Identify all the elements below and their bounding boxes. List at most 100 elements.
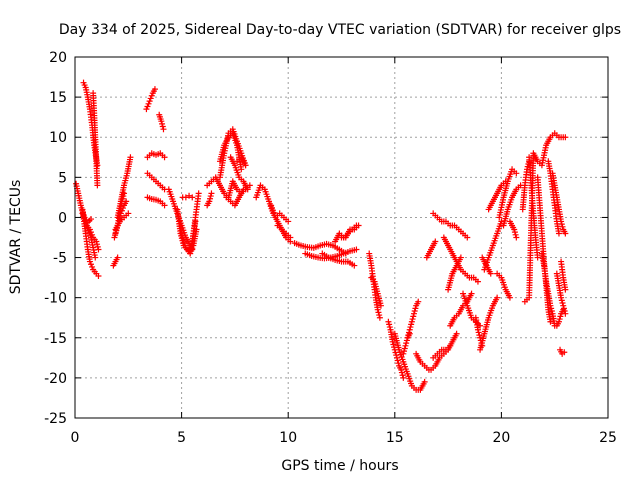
y-tick-label: 10 — [49, 130, 67, 146]
data-point — [464, 234, 471, 241]
data-point — [400, 374, 407, 381]
data-point — [559, 300, 566, 307]
data-point — [94, 241, 101, 248]
data-point — [395, 360, 402, 367]
data-point — [161, 154, 168, 161]
data-point — [87, 261, 94, 268]
data-point — [561, 349, 568, 356]
data-point — [158, 118, 165, 125]
x-tick-label: 20 — [492, 430, 510, 446]
x-tick-label: 5 — [177, 430, 186, 446]
data-point — [457, 254, 464, 261]
data-point — [287, 234, 294, 241]
y-tick-label: 20 — [49, 50, 67, 66]
data-point — [89, 263, 96, 270]
data-point — [151, 86, 158, 93]
data-point — [555, 318, 562, 325]
data-point — [376, 312, 383, 319]
data-point — [408, 318, 415, 325]
y-tick-label: -20 — [44, 371, 67, 387]
data-point — [415, 298, 422, 305]
data-point — [410, 313, 417, 320]
data-point — [562, 230, 569, 237]
data-point — [409, 316, 416, 323]
data-point — [240, 186, 247, 193]
data-point — [511, 229, 518, 236]
data-point — [374, 306, 381, 313]
data-point — [468, 290, 475, 297]
data-point — [408, 321, 415, 328]
data-point — [181, 239, 188, 246]
data-point — [94, 182, 101, 189]
data-point — [86, 258, 93, 265]
data-point — [180, 237, 187, 244]
data-point — [386, 321, 393, 328]
data-point — [389, 338, 396, 345]
data-point — [159, 120, 166, 127]
data-point — [487, 270, 494, 277]
data-point — [148, 92, 155, 99]
data-point — [398, 366, 405, 373]
data-point — [159, 123, 166, 130]
data-point — [560, 306, 567, 313]
data-point — [127, 154, 134, 161]
data-point — [118, 198, 125, 205]
data-point — [87, 216, 94, 223]
data-point — [476, 332, 483, 339]
data-point — [207, 193, 214, 200]
data-point — [548, 308, 555, 315]
data-point — [385, 318, 392, 325]
y-tick-label: 5 — [58, 170, 67, 186]
x-tick-label: 10 — [279, 430, 297, 446]
data-point — [558, 297, 565, 304]
data-point — [353, 246, 360, 253]
y-tick-label: -5 — [53, 251, 67, 267]
y-tick-label: -15 — [44, 331, 67, 347]
data-point — [494, 294, 501, 301]
data-point — [160, 126, 167, 133]
data-point — [393, 354, 400, 361]
data-point — [95, 273, 102, 280]
data-point — [182, 242, 189, 249]
data-point — [120, 193, 127, 200]
data-point — [179, 234, 186, 241]
data-point — [238, 166, 245, 173]
data-point — [206, 198, 213, 205]
data-point — [113, 227, 120, 234]
data-point — [390, 341, 397, 348]
data-point — [285, 218, 292, 225]
y-axis-ticks: -25 -20 -15 -10 -5 0 5 10 15 20 — [44, 50, 608, 427]
data-point — [506, 294, 513, 301]
data-point — [406, 330, 413, 337]
data-point — [143, 106, 150, 113]
data-point — [145, 100, 152, 107]
data-point — [400, 350, 407, 357]
data-point — [375, 309, 382, 316]
data-point — [447, 342, 454, 349]
plot-border — [74, 56, 609, 419]
data-point — [121, 190, 128, 197]
data-point — [161, 202, 168, 209]
data-point — [242, 162, 249, 169]
y-tick-label: 15 — [49, 90, 67, 106]
x-axis-label: GPS time / hours — [281, 458, 398, 474]
data-point — [558, 221, 565, 228]
data-point — [513, 170, 520, 177]
data-point — [560, 305, 567, 312]
data-point — [432, 238, 439, 245]
x-tick-label: 0 — [71, 430, 80, 446]
data-point — [548, 305, 555, 312]
data-point — [119, 195, 126, 202]
data-point — [402, 342, 409, 349]
data-point — [555, 230, 562, 237]
data-point — [401, 348, 408, 355]
data-point — [207, 195, 214, 202]
data-point — [398, 369, 405, 376]
y-tick-label: -25 — [44, 411, 67, 427]
data-point — [93, 238, 100, 245]
data-point — [377, 302, 384, 309]
data-point — [112, 230, 119, 237]
data-point — [513, 234, 520, 241]
data-point — [401, 345, 408, 352]
